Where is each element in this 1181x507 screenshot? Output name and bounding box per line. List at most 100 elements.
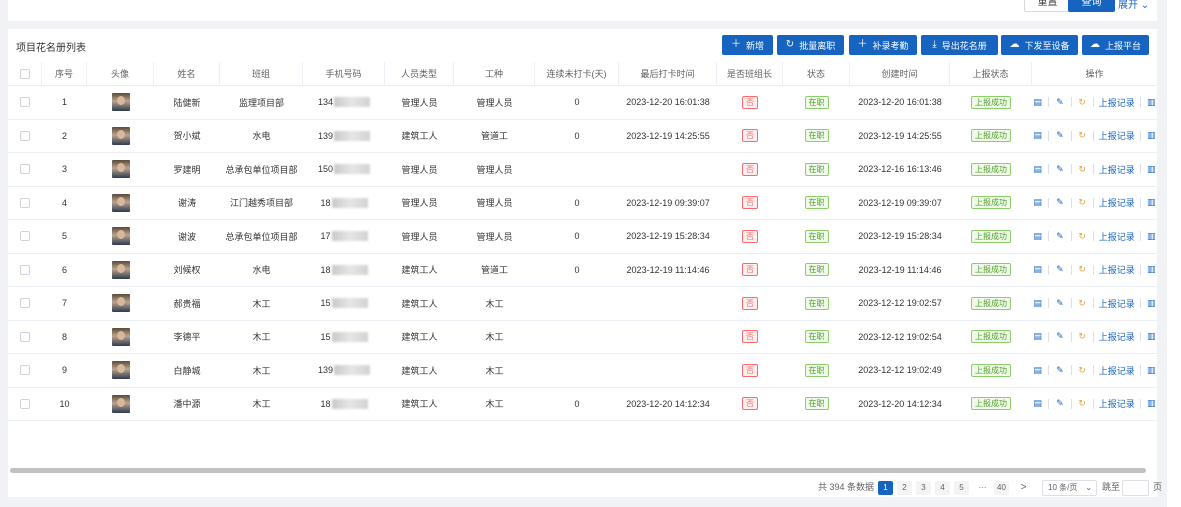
document-icon[interactable]: ▥ xyxy=(1147,230,1156,241)
document-icon[interactable]: ▥ xyxy=(1147,264,1156,275)
edit-icon[interactable]: ✎ xyxy=(1056,364,1064,375)
issue-device-button[interactable]: ☁ 下发至设备 xyxy=(1001,35,1078,55)
detail-icon[interactable]: ▤ xyxy=(1033,130,1042,141)
report-record-link[interactable]: 上报记录 xyxy=(1098,131,1135,142)
supplement-attendance-button[interactable]: ＋ 补录考勤 xyxy=(849,35,917,55)
row-checkbox[interactable] xyxy=(20,331,30,342)
avatar[interactable] xyxy=(111,126,130,145)
avatar[interactable] xyxy=(111,394,130,413)
col-header: 操作 xyxy=(1085,69,1104,79)
edit-icon[interactable]: ✎ xyxy=(1056,297,1064,308)
document-icon[interactable]: ▥ xyxy=(1147,331,1156,342)
report-status-badge: 上报成功 xyxy=(971,363,1011,377)
refresh-icon[interactable]: ↻ xyxy=(1078,297,1086,308)
document-icon[interactable]: ▥ xyxy=(1147,297,1156,308)
detail-icon[interactable]: ▤ xyxy=(1033,163,1042,174)
report-record-link[interactable]: 上报记录 xyxy=(1098,365,1135,376)
page-button[interactable]: 2 xyxy=(897,481,912,495)
edit-icon[interactable]: ✎ xyxy=(1056,197,1064,208)
edit-icon[interactable]: ✎ xyxy=(1056,398,1064,409)
refresh-icon[interactable]: ↻ xyxy=(1078,130,1086,141)
detail-icon[interactable]: ▤ xyxy=(1033,230,1042,241)
page-button[interactable]: 3 xyxy=(916,481,931,495)
divider xyxy=(1139,231,1141,242)
detail-icon[interactable]: ▤ xyxy=(1033,331,1042,342)
row-checkbox[interactable] xyxy=(20,130,30,141)
refresh-icon[interactable]: ↻ xyxy=(1078,230,1086,241)
edit-icon[interactable]: ✎ xyxy=(1056,96,1064,107)
created-time: 2023-12-12 19:02:57 xyxy=(858,298,942,309)
report-record-link[interactable]: 上报记录 xyxy=(1098,164,1135,175)
row-checkbox[interactable] xyxy=(20,164,30,175)
batch-leave-button[interactable]: ↻ 批量离职 xyxy=(777,35,844,55)
row-checkbox[interactable] xyxy=(20,197,30,208)
refresh-icon[interactable]: ↻ xyxy=(1078,163,1086,174)
next-page-button[interactable]: > xyxy=(1020,482,1027,493)
col-header: 状态 xyxy=(783,62,850,85)
divider xyxy=(1092,365,1094,376)
edit-icon[interactable]: ✎ xyxy=(1056,163,1064,174)
reset-button[interactable]: 重置 xyxy=(1024,0,1071,12)
add-button[interactable]: ＋ 新增 xyxy=(722,35,773,55)
refresh-icon[interactable]: ↻ xyxy=(1078,331,1086,342)
refresh-icon[interactable]: ↻ xyxy=(1078,264,1086,275)
avatar[interactable] xyxy=(111,260,130,279)
detail-icon[interactable]: ▤ xyxy=(1033,297,1042,308)
page-button[interactable]: 5 xyxy=(954,481,969,495)
page-size-select[interactable]: 10 条/页 ⌄ xyxy=(1042,480,1097,496)
document-icon[interactable]: ▥ xyxy=(1147,130,1156,141)
report-record-link[interactable]: 上报记录 xyxy=(1098,298,1135,309)
detail-icon[interactable]: ▤ xyxy=(1033,197,1042,208)
avatar[interactable] xyxy=(111,227,130,246)
document-icon[interactable]: ▥ xyxy=(1147,364,1156,375)
row-checkbox[interactable] xyxy=(20,298,30,309)
edit-icon[interactable]: ✎ xyxy=(1056,331,1064,342)
report-record-link[interactable]: 上报记录 xyxy=(1098,198,1135,209)
document-icon[interactable]: ▥ xyxy=(1147,197,1156,208)
avatar[interactable] xyxy=(111,193,130,212)
select-all-checkbox[interactable] xyxy=(19,68,30,79)
refresh-icon[interactable]: ↻ xyxy=(1078,197,1086,208)
document-icon[interactable]: ▥ xyxy=(1147,398,1156,409)
row-checkbox[interactable] xyxy=(20,264,30,275)
report-cell: 上报成功 xyxy=(950,220,1032,253)
detail-icon[interactable]: ▤ xyxy=(1033,398,1042,409)
page-button[interactable]: 1 xyxy=(878,481,893,495)
edit-icon[interactable]: ✎ xyxy=(1056,230,1064,241)
page-button[interactable]: 40 xyxy=(994,481,1009,495)
horizontal-scrollbar[interactable] xyxy=(10,468,1146,473)
avatar[interactable] xyxy=(111,93,130,112)
row-checkbox[interactable] xyxy=(20,231,30,242)
more-pages-ellipsis[interactable]: ··· xyxy=(978,483,987,492)
row-checkbox[interactable] xyxy=(20,97,30,108)
row-checkbox[interactable] xyxy=(20,398,30,409)
refresh-icon[interactable]: ↻ xyxy=(1078,96,1086,107)
refresh-icon[interactable]: ↻ xyxy=(1078,398,1086,409)
page-scrollbar-track[interactable] xyxy=(1167,0,1181,507)
avatar[interactable] xyxy=(111,361,130,380)
query-button[interactable]: 查询 xyxy=(1068,0,1115,12)
page-button[interactable]: 4 xyxy=(935,481,950,495)
report-record-link[interactable]: 上报记录 xyxy=(1098,332,1135,343)
report-record-link[interactable]: 上报记录 xyxy=(1098,265,1135,276)
detail-icon[interactable]: ▤ xyxy=(1033,364,1042,375)
row-checkbox[interactable] xyxy=(20,365,30,376)
expand-toggle[interactable]: 展开 ⌄ xyxy=(1118,0,1149,11)
report-platform-button[interactable]: ☁ 上报平台 xyxy=(1082,35,1149,55)
avatar[interactable] xyxy=(111,294,130,313)
detail-icon[interactable]: ▤ xyxy=(1033,96,1042,107)
avatar[interactable] xyxy=(111,327,130,346)
export-roster-button[interactable]: ⤓ 导出花名册 xyxy=(921,35,998,55)
document-icon[interactable]: ▥ xyxy=(1147,163,1156,174)
edit-icon[interactable]: ✎ xyxy=(1056,130,1064,141)
report-record-link[interactable]: 上报记录 xyxy=(1098,97,1135,108)
document-icon[interactable]: ▥ xyxy=(1147,96,1156,107)
goto-page-input[interactable] xyxy=(1122,480,1149,496)
report-record-link[interactable]: 上报记录 xyxy=(1098,399,1135,410)
report-record-link[interactable]: 上报记录 xyxy=(1098,231,1135,242)
edit-icon[interactable]: ✎ xyxy=(1056,264,1064,275)
detail-icon[interactable]: ▤ xyxy=(1033,264,1042,275)
avatar[interactable] xyxy=(111,160,130,179)
ops-cell: ▤ ✎ ↻ 上报记录 ▥ xyxy=(1032,220,1157,253)
refresh-icon[interactable]: ↻ xyxy=(1078,364,1086,375)
